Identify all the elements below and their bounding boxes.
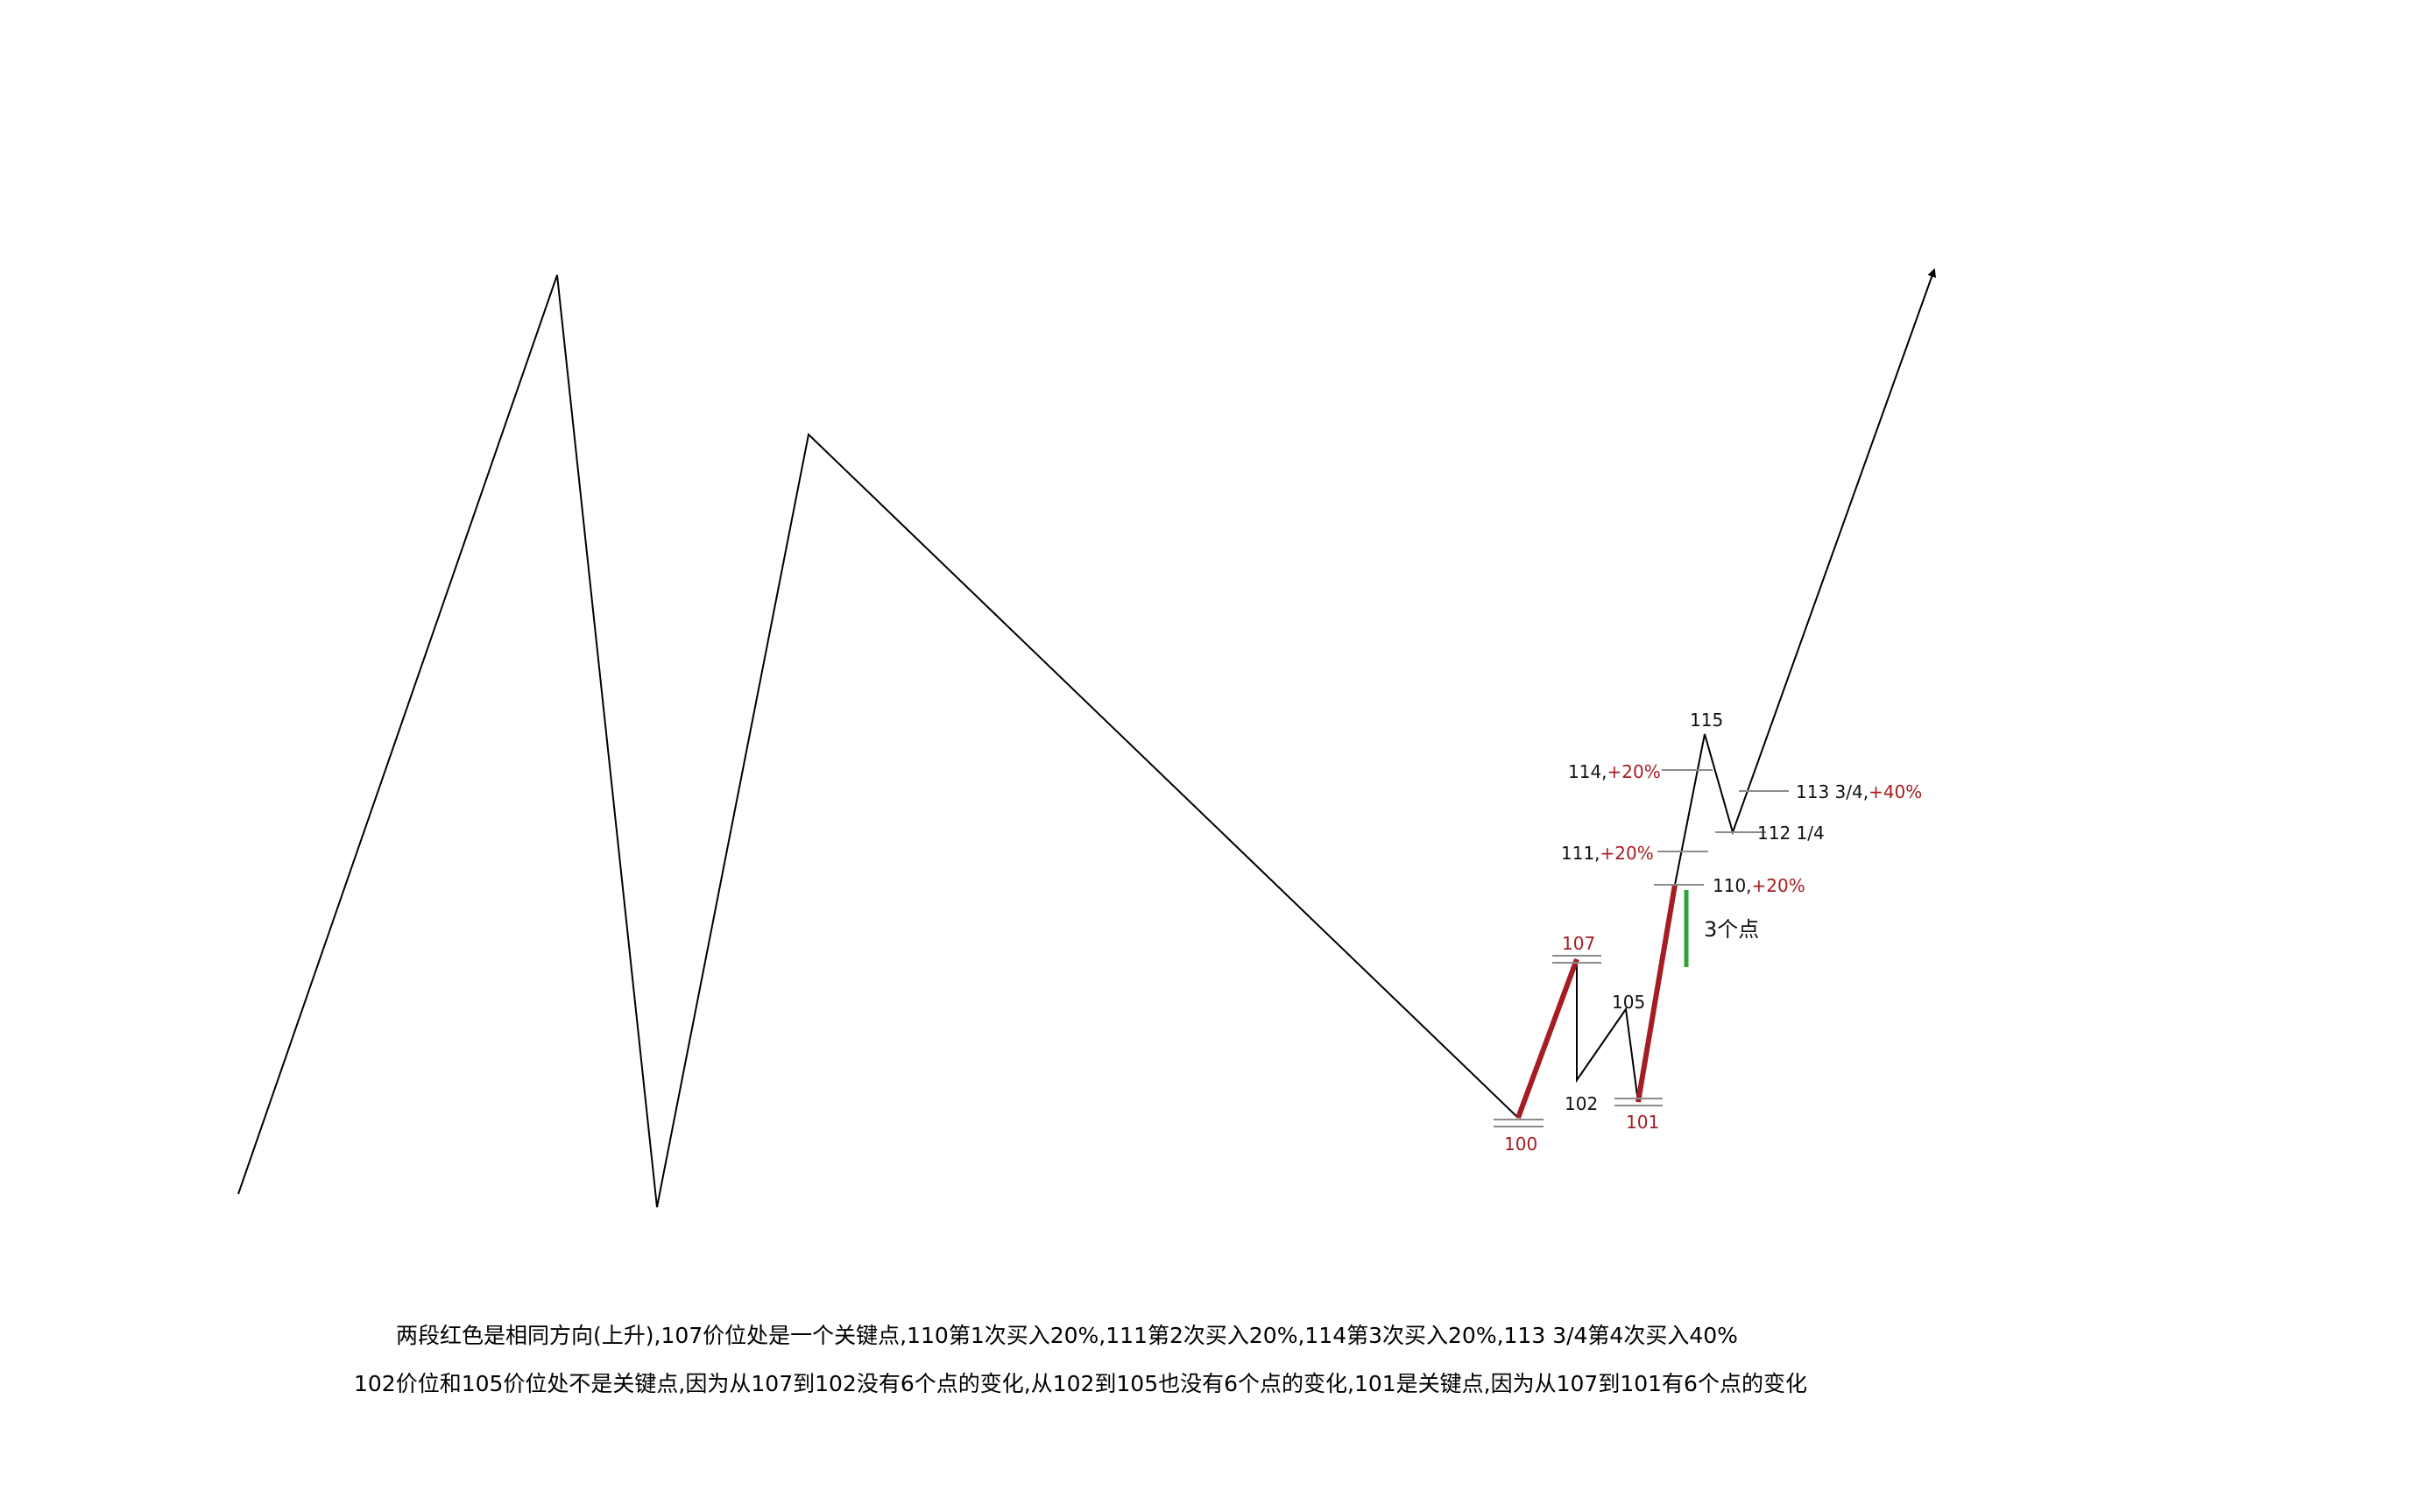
label-114-price: 114, xyxy=(1568,761,1607,782)
label-101: 101 xyxy=(1626,1112,1659,1133)
red-up-segment-second xyxy=(1635,884,1678,1103)
label-111-price: 111, xyxy=(1561,843,1600,864)
pullback-swing-line xyxy=(1576,959,1639,1103)
label-102: 102 xyxy=(1565,1093,1598,1114)
label-110-price: 110, xyxy=(1713,875,1752,896)
label-gap: 3个点 xyxy=(1704,917,1759,942)
label-107: 107 xyxy=(1562,933,1595,954)
label-111-percent: +20% xyxy=(1600,843,1654,864)
label-115: 115 xyxy=(1690,710,1723,731)
label-111: 111,+20% xyxy=(1561,843,1654,864)
breakout-line-with-arrow xyxy=(1674,268,1937,886)
label-110: 110,+20% xyxy=(1713,875,1805,896)
label-114: 114,+20% xyxy=(1568,761,1661,782)
label-114-percent: +20% xyxy=(1607,761,1661,782)
red-up-segment-first xyxy=(1515,957,1579,1120)
label-113-percent: +40% xyxy=(1869,781,1922,802)
label-100: 100 xyxy=(1504,1134,1537,1155)
label-113: 113 3/4,+40% xyxy=(1796,781,1922,802)
label-110-percent: +20% xyxy=(1752,875,1805,896)
level-ticks xyxy=(1494,769,1789,1127)
label-113-price: 113 3/4, xyxy=(1796,781,1869,802)
price-swing-line xyxy=(237,274,1519,1208)
caption-line-2: 102价位和105价位处不是关键点,因为从107到102没有6个点的变化,从10… xyxy=(354,1371,1807,1396)
caption-line-1: 两段红色是相同方向(上升),107价位处是一个关键点,110第1次买入20%,1… xyxy=(396,1323,1738,1348)
label-112: 112 1/4 xyxy=(1757,823,1825,844)
label-105: 105 xyxy=(1612,992,1645,1013)
